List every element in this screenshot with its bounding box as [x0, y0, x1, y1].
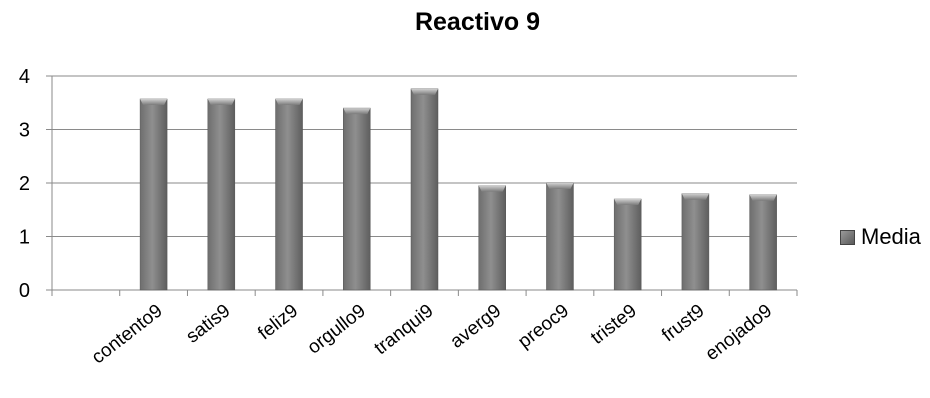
- bar: [139, 98, 168, 291]
- x-tick-label: contento9: [88, 300, 167, 368]
- y-tick-label: 3: [19, 120, 30, 142]
- x-tick-label: enojado9: [702, 300, 777, 365]
- bar: [410, 88, 439, 291]
- x-tick-label: triste9: [587, 300, 641, 348]
- x-tick-label: orgullo9: [304, 300, 370, 358]
- x-tick-label: tranqui9: [371, 300, 438, 359]
- bar: [275, 98, 303, 291]
- x-tick-label: preoc9: [514, 300, 573, 352]
- bar: [613, 198, 642, 291]
- y-tick-label: 4: [19, 66, 30, 88]
- bar: [749, 194, 777, 291]
- y-tick-label: 1: [19, 227, 30, 249]
- bar: [207, 98, 236, 291]
- x-tick-label: averg9: [447, 300, 506, 352]
- bar-cap: [343, 108, 371, 115]
- bar-cap: [275, 99, 303, 106]
- legend-swatch: [840, 229, 855, 245]
- x-tick-label: frust9: [658, 300, 708, 346]
- bar: [478, 185, 506, 291]
- bar-cap: [207, 99, 235, 106]
- chart-title: Reactivo 9: [414, 8, 541, 36]
- bar-cap: [478, 185, 506, 192]
- x-tick-label: satis9: [182, 300, 234, 347]
- bar-cap: [681, 193, 709, 200]
- y-tick-label: 0: [19, 280, 30, 302]
- legend: Media: [840, 224, 921, 250]
- bar-cap: [546, 183, 574, 189]
- x-tick-label: feliz9: [254, 300, 302, 344]
- bar: [343, 107, 371, 291]
- bar: [546, 182, 574, 291]
- bar: [681, 193, 710, 291]
- legend-label: Media: [861, 224, 921, 249]
- bar-cap: [749, 194, 777, 201]
- bar-cap: [614, 199, 642, 206]
- bar-cap: [411, 88, 438, 95]
- y-tick-label: 2: [19, 173, 30, 195]
- bar-cap: [140, 99, 168, 106]
